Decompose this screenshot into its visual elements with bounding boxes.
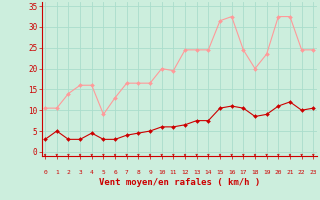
X-axis label: Vent moyen/en rafales ( km/h ): Vent moyen/en rafales ( km/h ) xyxy=(99,178,260,187)
